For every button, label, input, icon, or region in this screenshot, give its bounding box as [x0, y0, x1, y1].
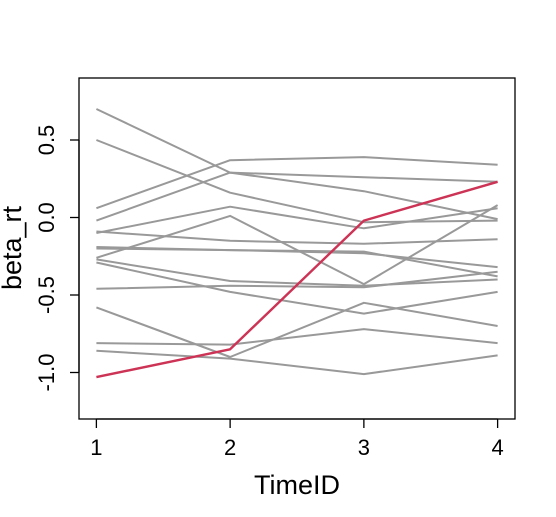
- series-line-13: [96, 301, 498, 358]
- series-line-3: [96, 156, 498, 210]
- series-line-9: [96, 204, 499, 286]
- series-line-11: [96, 261, 498, 315]
- series-line-15: [96, 349, 498, 376]
- series-line-5: [96, 205, 498, 234]
- x-tick-label-4: 4: [491, 435, 503, 460]
- series-line-6: [96, 230, 498, 245]
- series-line-10: [96, 258, 498, 287]
- y-tick-label-0.0: 0.0: [34, 202, 59, 233]
- y-tick-label--0.5: -0.5: [34, 276, 59, 314]
- series-line-1: [95, 108, 498, 221]
- series-line-2: [96, 139, 498, 224]
- series-line-8: [96, 247, 498, 269]
- y-tick-label-0.5: 0.5: [34, 125, 59, 156]
- x-tick-label-1: 1: [90, 435, 102, 460]
- y-axis-label: beta_rt: [0, 205, 27, 290]
- series-line-4: [96, 171, 498, 222]
- x-axis: 1 2 3 4: [90, 418, 504, 460]
- x-axis-label: TimeID: [254, 470, 340, 500]
- y-axis: -1.0 -0.5 0.0 0.5: [34, 125, 80, 392]
- series-line-14: [96, 328, 498, 346]
- y-tick-label--1.0: -1.0: [34, 354, 59, 392]
- highlighted-series-line: [96, 180, 498, 379]
- x-tick-label-2: 2: [224, 435, 236, 460]
- series-layer: [95, 108, 499, 379]
- x-tick-label-3: 3: [358, 435, 370, 460]
